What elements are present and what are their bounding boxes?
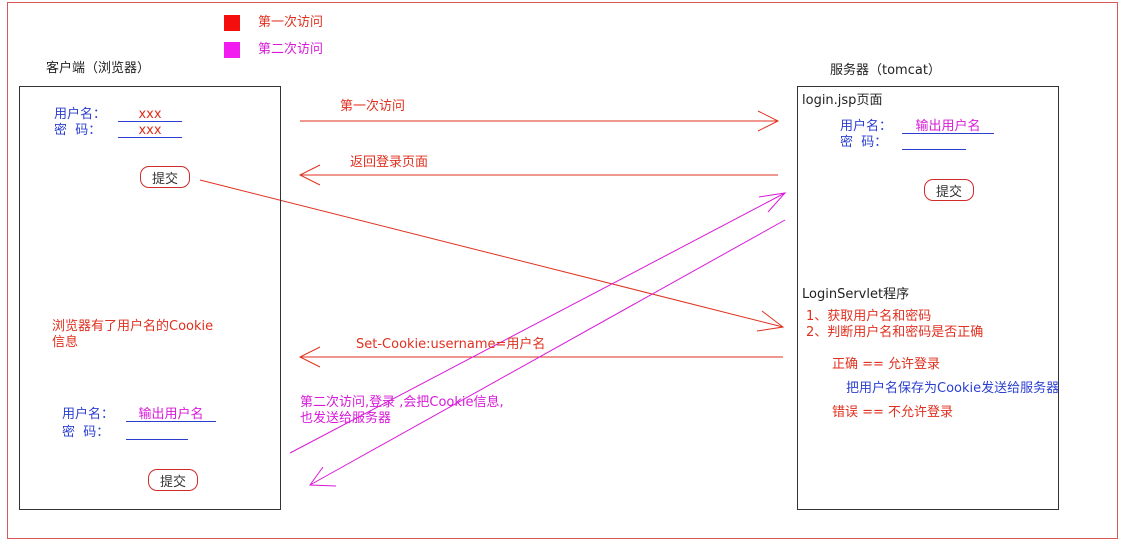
- set-cookie-label: Set-Cookie:username=用户名: [356, 337, 546, 352]
- client-form1-password-label: 密 码：: [54, 123, 102, 138]
- first-visit-label: 第一次访问: [340, 99, 406, 114]
- server-form-password-label: 密 码：: [840, 135, 888, 150]
- server-form-password-value: [902, 136, 966, 150]
- legend-label-first: 第一次访问: [258, 15, 324, 30]
- server-title: 服务器（tomcat）: [830, 63, 941, 78]
- client-cookie-note-line1: 浏览器有了用户名的Cookie: [52, 319, 214, 334]
- server-form-username-value: 输出用户名: [902, 120, 994, 134]
- return-login-label: 返回登录页面: [350, 155, 429, 170]
- server-correct: 正确 == 允许登录: [832, 357, 941, 372]
- client-form2-username-value: 输出用户名: [126, 408, 216, 422]
- legend-swatch-first: [224, 15, 240, 31]
- return-login-arrow: [298, 164, 778, 186]
- client-form2-submit-button[interactable]: 提交: [148, 469, 198, 491]
- legend-swatch-second: [224, 42, 240, 58]
- submit-to-servlet-arrow: [199, 179, 785, 332]
- set-cookie-arrow: [298, 346, 783, 368]
- client-form2-password-field: [126, 426, 188, 443]
- client-box: [19, 86, 281, 510]
- server-save-cookie: 把用户名保存为Cookie发送给服务器: [846, 381, 1060, 396]
- client-form1-password-field: xxx: [118, 124, 182, 138]
- client-form1-username-field: xxx: [118, 108, 182, 122]
- server-page-name: login.jsp页面: [802, 93, 883, 108]
- server-form-username-field: 输出用户名: [902, 120, 994, 134]
- first-visit-arrow: [300, 110, 780, 132]
- client-form1-submit-button[interactable]: 提交: [140, 166, 190, 188]
- diagram-frame: [7, 2, 1118, 539]
- client-form1-password-value: xxx: [118, 124, 182, 138]
- second-visit-label-line2: 也发送给服务器: [300, 411, 392, 426]
- client-title: 客户端（浏览器）: [46, 61, 151, 76]
- server-box: [797, 86, 1059, 510]
- server-form-password-field: [902, 136, 966, 153]
- client-form2-username-label: 用户名：: [62, 407, 115, 422]
- client-cookie-note-line2: 信息: [52, 335, 79, 350]
- client-form2-username-field: 输出用户名: [126, 408, 216, 422]
- client-form1-username-value: xxx: [118, 108, 182, 122]
- server-step1: 1、获取用户名和密码: [806, 309, 932, 324]
- server-wrong: 错误 == 不允许登录: [832, 405, 954, 420]
- client-form1-username-label: 用户名：: [54, 107, 107, 122]
- client-form2-password-value: [126, 426, 188, 440]
- legend-label-second: 第二次访问: [258, 42, 324, 57]
- second-visit-arrow: [289, 192, 787, 454]
- second-visit-label-line1: 第二次访问,登录 ,会把Cookie信息,: [300, 395, 504, 410]
- server-step2: 2、判断用户名和密码是否正确: [806, 325, 984, 340]
- client-form2-password-label: 密 码：: [62, 425, 110, 440]
- server-servlet-name: LoginServlet程序: [802, 287, 910, 302]
- second-visit-return-arrow: [309, 219, 786, 487]
- server-form-username-label: 用户名：: [840, 119, 893, 134]
- server-form-submit-button[interactable]: 提交: [924, 179, 974, 201]
